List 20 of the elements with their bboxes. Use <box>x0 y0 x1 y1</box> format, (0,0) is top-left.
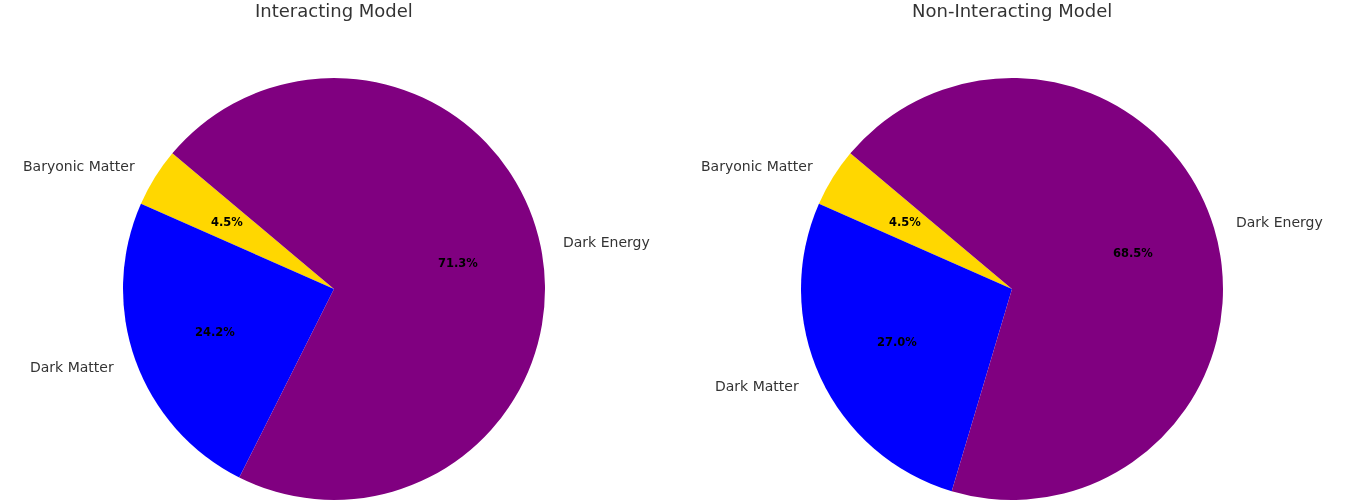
data-label: 71.3% <box>438 256 479 270</box>
data-label: 24.2% <box>195 325 236 339</box>
slice-label: Baryonic Matter <box>701 158 813 174</box>
slice-label: Baryonic Matter <box>23 158 135 174</box>
data-label: 27.0% <box>877 335 918 349</box>
pie-slice <box>140 153 334 289</box>
pie-slice <box>801 203 1012 492</box>
pie-slice <box>850 78 1223 500</box>
slice-label: Dark Matter <box>715 378 799 394</box>
slice-label: Dark Energy <box>1236 214 1323 230</box>
data-label: 68.5% <box>1113 246 1154 260</box>
slice-label: Dark Energy <box>563 234 650 250</box>
data-label: 4.5% <box>211 215 244 229</box>
chart-title: Non-Interacting Model <box>912 0 1113 21</box>
pie-slice <box>818 153 1012 289</box>
slice-label: Dark Matter <box>30 359 114 375</box>
pie-slice <box>123 203 334 478</box>
pie-slice <box>172 78 545 500</box>
chart-title: Interacting Model <box>255 0 413 21</box>
data-label: 4.5% <box>889 215 922 229</box>
